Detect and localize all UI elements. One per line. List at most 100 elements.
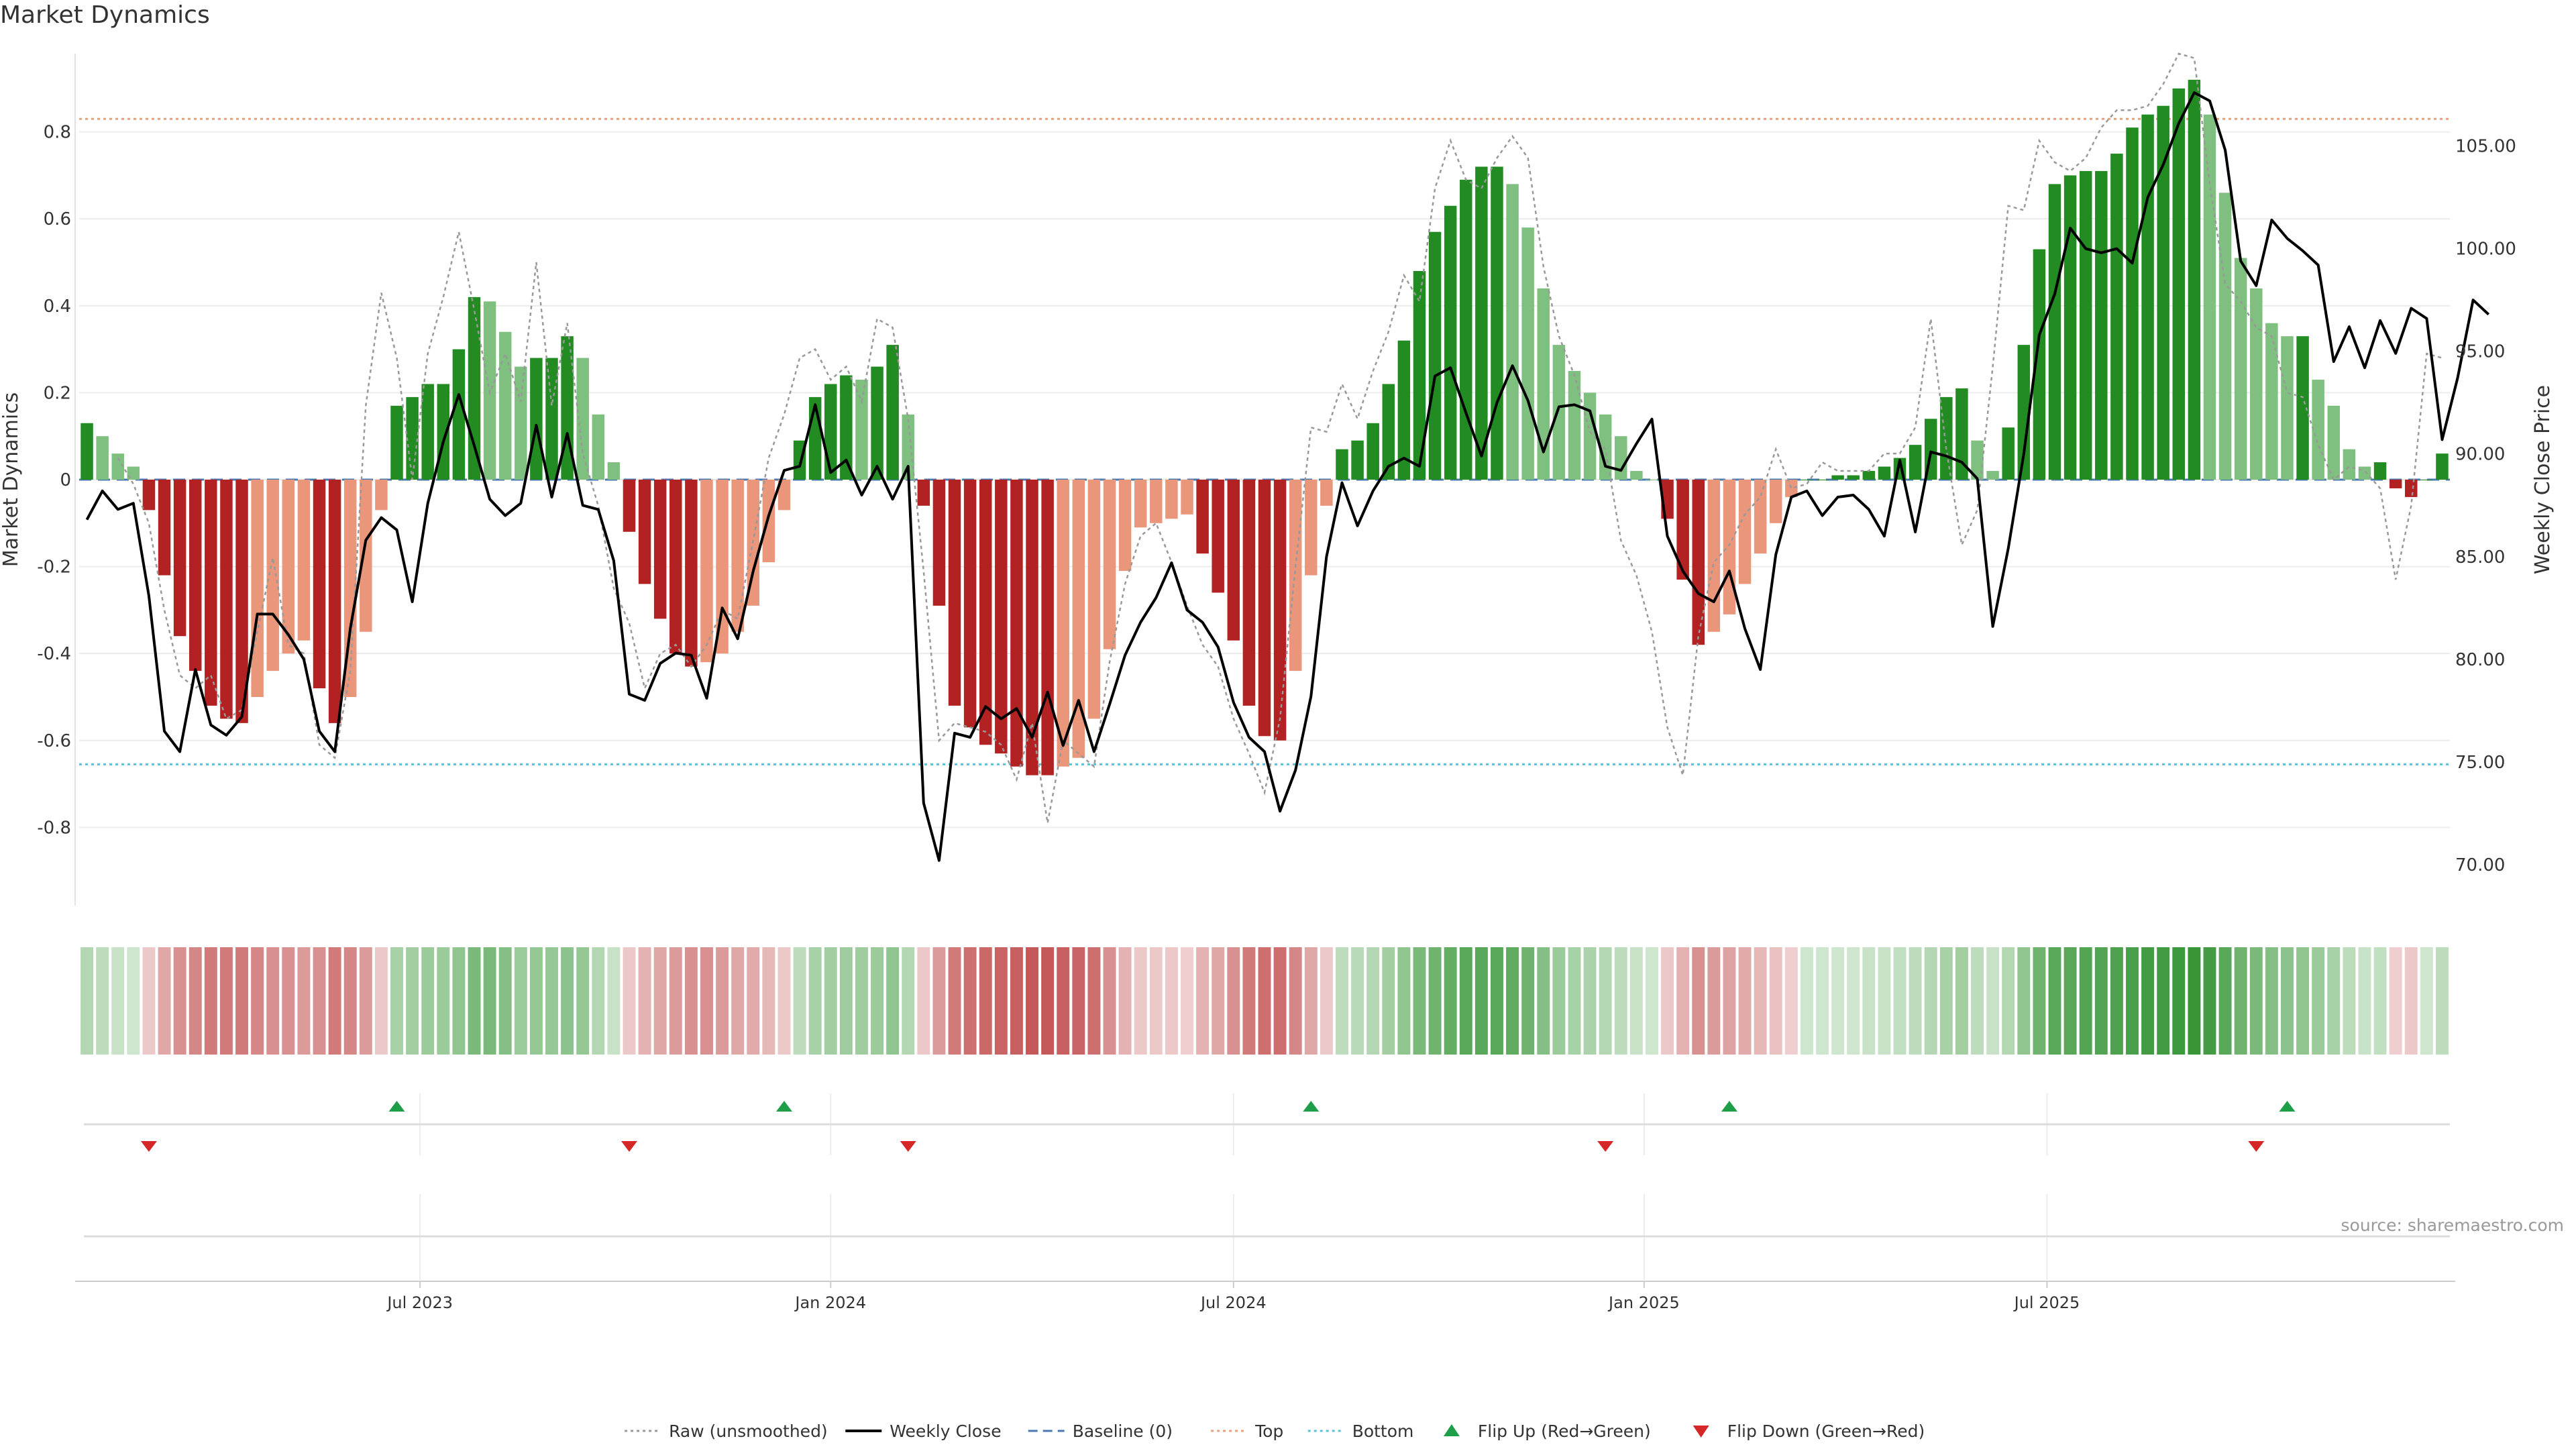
momentum-bar xyxy=(1955,388,1968,480)
flip-markers xyxy=(84,1093,2450,1280)
momentum-bar xyxy=(1444,205,1457,480)
momentum-bar xyxy=(1692,480,1705,645)
heat-cell xyxy=(111,947,125,1055)
momentum-bar xyxy=(2033,249,2046,480)
legend-item: Baseline (0) xyxy=(1028,1421,1173,1441)
heat-cell xyxy=(2296,947,2310,1055)
momentum-bar xyxy=(2095,170,2108,480)
momentum-bar xyxy=(1475,166,1488,480)
momentum-bar xyxy=(2265,323,2278,480)
heat-cell xyxy=(1971,947,1984,1055)
heat-cell xyxy=(1661,947,1674,1055)
heat-cell xyxy=(1181,947,1193,1055)
heat-cell xyxy=(1242,947,1256,1055)
heat-cell xyxy=(1227,947,1240,1055)
momentum-bar xyxy=(158,480,171,576)
heat-cell xyxy=(1955,947,1968,1055)
heat-cell xyxy=(1692,947,1705,1055)
momentum-bar xyxy=(1552,345,1566,480)
heat-cell xyxy=(855,947,868,1055)
heat-cell xyxy=(653,947,667,1055)
legend-item: Flip Down (Green→Red) xyxy=(1693,1421,1925,1441)
heat-cell xyxy=(2203,947,2216,1055)
heat-cell xyxy=(1645,947,1658,1055)
momentum-bar xyxy=(189,480,202,672)
heat-cell xyxy=(297,947,311,1055)
momentum-bar xyxy=(142,480,156,511)
heat-cell xyxy=(1134,947,1147,1055)
heat-cell xyxy=(948,947,961,1055)
momentum-bar xyxy=(2188,79,2201,480)
momentum-bar xyxy=(173,480,186,637)
heat-cell xyxy=(406,947,419,1055)
momentum-bar xyxy=(592,414,605,480)
heat-cell xyxy=(1893,947,1907,1055)
left-tick-label: -0.8 xyxy=(37,818,71,838)
left-tick-label: 0.8 xyxy=(44,123,71,143)
heat-cell xyxy=(1552,947,1566,1055)
legend-label: Flip Down (Green→Red) xyxy=(1727,1421,1925,1441)
heat-cell xyxy=(1583,947,1597,1055)
heat-cell xyxy=(1831,947,1845,1055)
flip-down-marker xyxy=(900,1141,916,1152)
heat-cell xyxy=(1010,947,1023,1055)
left-axis-label: Market Dynamics xyxy=(0,392,23,568)
momentum-bar xyxy=(452,349,466,480)
momentum-bar xyxy=(2126,127,2139,480)
legend-label: Raw (unsmoothed) xyxy=(669,1421,828,1441)
momentum-bar xyxy=(2327,405,2341,480)
heat-cell xyxy=(623,947,636,1055)
heat-cell xyxy=(1754,947,1767,1055)
heat-cell xyxy=(669,947,682,1055)
flip-down-marker xyxy=(1597,1141,1614,1152)
heat-cell xyxy=(2281,947,2294,1055)
left-tick-label: 0.2 xyxy=(44,383,71,403)
heat-cell xyxy=(2188,947,2201,1055)
flip-up-marker xyxy=(1721,1101,1737,1112)
heat-cell xyxy=(1041,947,1055,1055)
momentum-bar xyxy=(716,480,729,654)
heat-cell xyxy=(266,947,280,1055)
right-tick-label: 70.00 xyxy=(2455,855,2505,875)
momentum-bar xyxy=(700,480,713,663)
left-tick-label: -0.2 xyxy=(37,557,71,578)
momentum-bar xyxy=(1847,475,1860,480)
heat-cell xyxy=(96,947,109,1055)
left-tick-label: 0 xyxy=(60,470,71,490)
source-note: source: sharemaestro.com xyxy=(2341,1216,2565,1235)
heat-cell xyxy=(747,947,760,1055)
momentum-bar xyxy=(2048,184,2061,480)
momentum-bar xyxy=(731,480,744,632)
heat-cell xyxy=(1366,947,1380,1055)
momentum-bar xyxy=(1428,231,1442,480)
heat-cell xyxy=(1304,947,1318,1055)
heat-cell xyxy=(793,947,806,1055)
momentum-bar xyxy=(1769,480,1782,523)
flip-up-marker xyxy=(775,1101,792,1112)
left-tick-label: -0.6 xyxy=(37,731,71,751)
heat-cell xyxy=(607,947,621,1055)
momentum-bar xyxy=(1273,480,1287,741)
heat-cell xyxy=(2343,947,2356,1055)
momentum-bar xyxy=(1521,227,1534,480)
momentum-bar xyxy=(498,331,512,480)
heat-cell xyxy=(421,947,435,1055)
right-tick-label: 105.00 xyxy=(2455,137,2516,157)
momentum-bar xyxy=(266,480,279,672)
weekly-close-line xyxy=(85,91,2490,862)
heat-cell xyxy=(684,947,698,1055)
heat-cell xyxy=(2373,947,2387,1055)
heat-cell xyxy=(1212,947,1225,1055)
momentum-bar xyxy=(669,480,682,654)
momentum-bar xyxy=(762,480,775,563)
heat-cell xyxy=(2234,947,2247,1055)
heat-cell xyxy=(529,947,543,1055)
momentum-bar xyxy=(282,480,295,654)
heat-cell xyxy=(1459,947,1472,1055)
heat-cell xyxy=(2002,947,2015,1055)
heat-cell xyxy=(638,947,651,1055)
raw-series-line xyxy=(117,52,2443,824)
momentum-bar xyxy=(2389,480,2402,488)
right-tick-label: 90.00 xyxy=(2455,445,2505,465)
momentum-bar xyxy=(1630,471,1643,480)
